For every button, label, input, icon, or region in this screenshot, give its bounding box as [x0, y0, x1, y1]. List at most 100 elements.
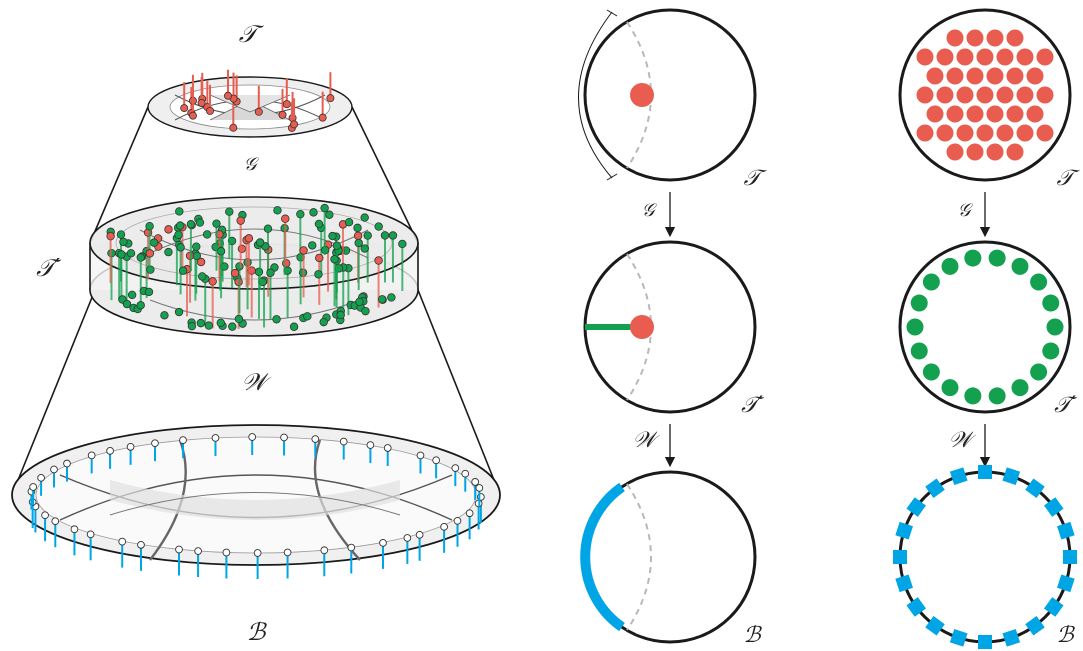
boundary-node — [379, 539, 387, 547]
network-node — [319, 317, 328, 327]
col1-top-disk — [578, 8, 757, 182]
col1-bulk-node — [630, 83, 654, 107]
network-node — [388, 231, 398, 240]
stack-label-wave: 𝒲 — [241, 368, 272, 396]
network-node — [296, 209, 305, 219]
bulk-node — [224, 91, 233, 100]
bulk-node — [206, 106, 215, 115]
boundary-node — [366, 441, 375, 449]
ring-dot — [1011, 379, 1029, 397]
network-node — [380, 231, 390, 240]
network-node — [216, 247, 226, 256]
network-node — [320, 203, 329, 213]
network-node — [235, 262, 244, 271]
network-node — [144, 287, 154, 297]
cone-lines — [11, 106, 501, 496]
network-node — [377, 295, 387, 304]
network-node — [363, 231, 372, 240]
network-node — [254, 267, 264, 277]
ring-dot — [1042, 342, 1060, 360]
bottom-disk — [11, 424, 501, 579]
col1-middle-disk — [583, 240, 757, 414]
network-node — [196, 257, 206, 267]
network-node — [360, 213, 369, 222]
network-node — [228, 322, 237, 331]
boundary-node — [194, 547, 202, 555]
bulk-dot — [916, 124, 934, 142]
bulk-dot — [1026, 67, 1044, 85]
network-node — [208, 277, 217, 286]
network-node — [176, 243, 185, 252]
bulk-dot — [1016, 48, 1034, 66]
col2-top-disk — [898, 8, 1072, 182]
boundary-node — [280, 433, 288, 442]
boundary-node — [253, 549, 262, 557]
network-node — [174, 307, 184, 317]
ring-dot — [910, 342, 928, 360]
bulk-node — [180, 104, 189, 113]
network-node — [119, 237, 128, 247]
network-node — [212, 219, 221, 228]
network-node — [237, 244, 247, 254]
boundary-square — [1057, 574, 1075, 593]
boundary-square — [906, 597, 927, 617]
network-node — [309, 208, 318, 217]
network-node — [164, 225, 173, 234]
bulk-dot — [946, 29, 964, 47]
network-node — [244, 234, 254, 243]
bulk-dot — [956, 48, 974, 66]
boundary-node — [451, 464, 460, 472]
boundary-node — [475, 484, 484, 492]
network-node — [187, 321, 197, 331]
boundary-node — [106, 447, 114, 455]
boundary-square — [1063, 550, 1077, 564]
col2-label-arrow2: 𝒲 — [948, 428, 976, 453]
bulk-dot — [936, 124, 954, 142]
network-node — [196, 318, 206, 328]
network-node — [361, 306, 370, 316]
col1-bulk-node-2 — [630, 315, 654, 339]
network-node — [314, 270, 323, 279]
boundary-node — [347, 543, 356, 552]
bulk-dot — [986, 105, 1004, 123]
network-node — [116, 230, 126, 239]
bulk-dot — [976, 86, 994, 104]
network-node — [192, 251, 202, 261]
network-node — [186, 220, 196, 229]
boundary-square — [1043, 597, 1064, 617]
network-node — [353, 231, 363, 240]
network-node — [353, 223, 362, 233]
boundary-square — [978, 465, 992, 479]
bulk-dot — [1036, 124, 1054, 142]
boundary-node — [471, 478, 480, 486]
bulk-dot — [976, 48, 994, 66]
ring-dot — [922, 273, 940, 291]
boundary-square — [978, 635, 992, 649]
boundary-node — [86, 530, 95, 539]
bulk-dot — [956, 124, 974, 142]
network-node — [197, 272, 207, 281]
boundary-node — [416, 451, 425, 460]
ring-dot — [1011, 257, 1029, 275]
bulk-dot — [1016, 124, 1034, 142]
bulk-dot — [966, 143, 984, 161]
bulk-dot — [946, 143, 964, 161]
col1-label-top: 𝒯 — [744, 166, 768, 191]
bulk-dot — [1036, 86, 1054, 104]
col1-bottom-disk — [580, 470, 757, 644]
boundary-node — [151, 439, 159, 448]
boundary-node — [465, 509, 474, 518]
bulk-dot — [956, 86, 974, 104]
boundary-node — [248, 433, 257, 441]
col2-label-top: 𝒯 — [1057, 166, 1081, 191]
network-node — [106, 231, 115, 241]
boundary-square — [893, 550, 907, 564]
network-node — [122, 299, 132, 309]
col2-label-arrow1: 𝒢 — [958, 200, 974, 221]
network-node — [136, 253, 145, 262]
bulk-dot — [966, 29, 984, 47]
bulk-dot — [986, 67, 1004, 85]
network-node — [136, 301, 145, 310]
col2-label-middle: 𝒯′ — [1054, 393, 1078, 418]
